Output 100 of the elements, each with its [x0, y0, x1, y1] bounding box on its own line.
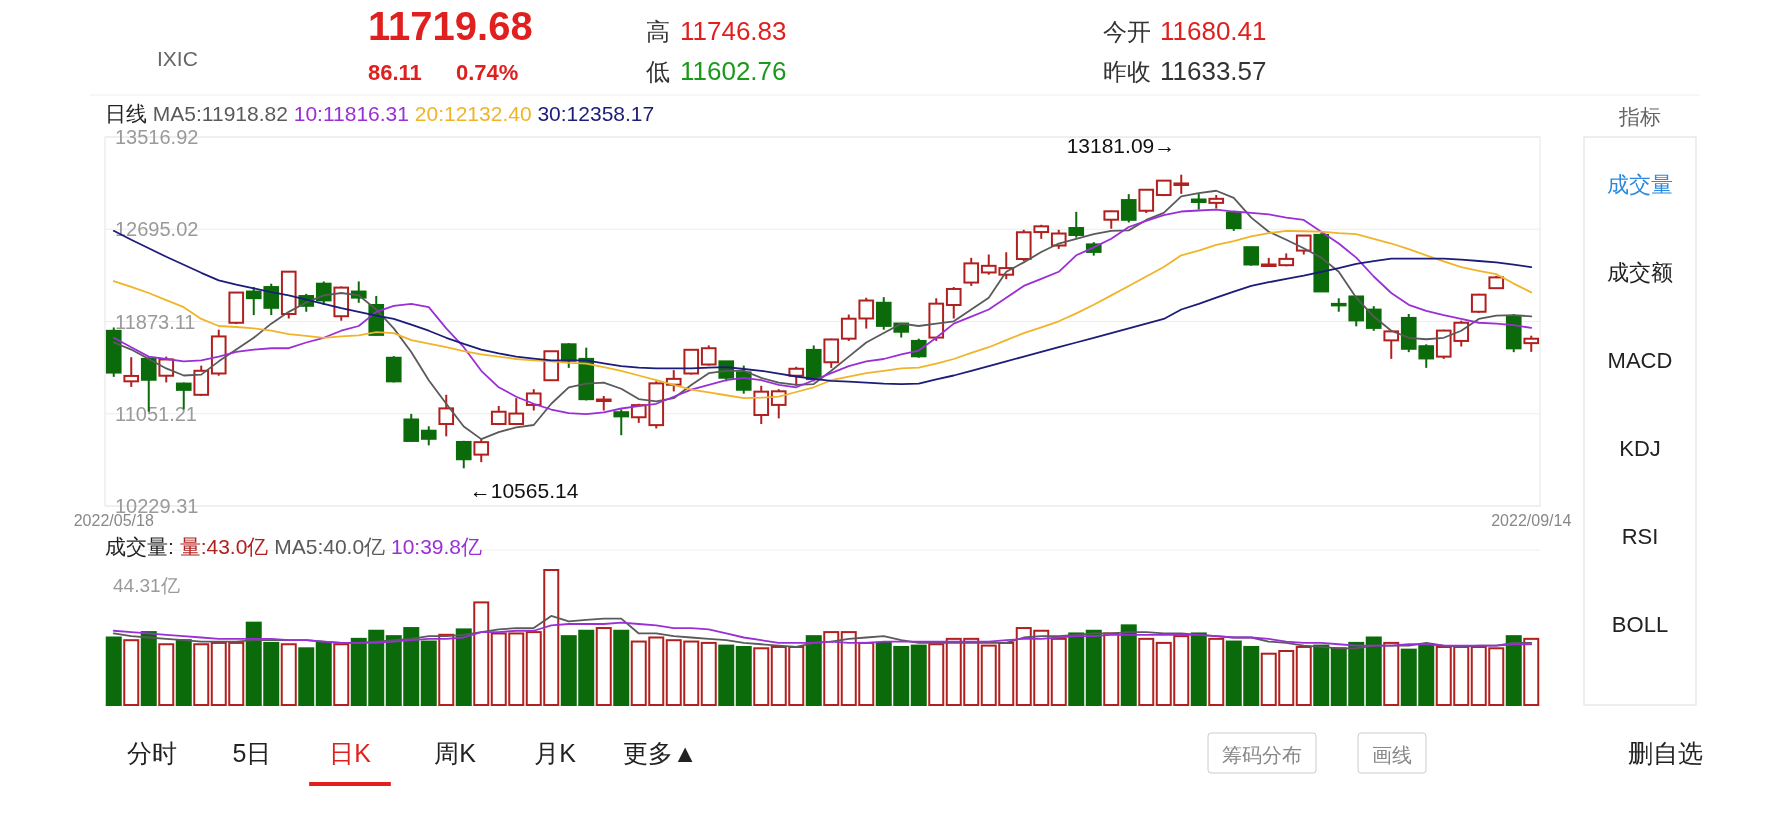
text: 11746.83 — [680, 16, 787, 46]
bar — [595, 627, 612, 706]
candlestick — [123, 356, 140, 388]
candlestick — [788, 365, 805, 387]
annotation: ←10565.14 — [469, 479, 579, 503]
text: 成交额 — [1607, 260, 1673, 285]
bar — [420, 640, 437, 706]
bar — [1383, 641, 1400, 706]
y-tick-label: 11873.11 — [115, 310, 196, 333]
candlestick — [823, 337, 840, 369]
bar — [1050, 637, 1067, 706]
text: 11680.41 — [1160, 16, 1267, 46]
candlestick — [700, 344, 717, 367]
candlestick — [420, 425, 437, 447]
bar — [1365, 636, 1382, 706]
candlestick — [945, 286, 962, 320]
text: 分时 — [127, 739, 177, 767]
bar — [298, 647, 315, 706]
bar — [805, 635, 822, 706]
bar — [333, 643, 350, 706]
candlestick — [473, 437, 490, 464]
candlestick — [683, 348, 700, 376]
bar — [455, 628, 472, 706]
text: 月K — [534, 739, 577, 767]
text: KDJ — [1619, 436, 1661, 461]
text: 10:39.8亿 — [390, 535, 483, 558]
text: IXIC — [157, 47, 198, 70]
candlestick — [525, 388, 542, 412]
candlestick — [403, 412, 420, 443]
bar — [438, 633, 455, 706]
bar — [1505, 635, 1522, 706]
bar — [823, 631, 840, 706]
bar — [700, 641, 717, 706]
bar — [158, 643, 175, 706]
legend-title: 成交量: — [105, 535, 180, 558]
x-tick-label: 2022/05/18 — [73, 512, 154, 529]
bar — [105, 636, 122, 706]
text: 指标 — [1618, 105, 1661, 128]
text: 成交量 — [1607, 172, 1673, 197]
candlestick — [385, 355, 402, 384]
text: 5日 — [232, 739, 272, 767]
bar — [1208, 637, 1225, 706]
candlestick — [753, 384, 770, 425]
candlestick — [1295, 234, 1312, 256]
text: 10:11816.31 — [293, 102, 415, 125]
candlestick — [1243, 245, 1260, 267]
bar — [280, 643, 297, 706]
y-tick-label: 12695.02 — [115, 218, 199, 241]
y-tick-label: 11051.21 — [115, 402, 197, 425]
bar — [175, 639, 192, 706]
legend-title: 日线 — [105, 102, 153, 125]
bar — [1523, 637, 1540, 706]
bar — [613, 629, 630, 706]
text: 高 — [646, 18, 670, 45]
text: 日K — [329, 739, 372, 767]
text: 11602.76 — [680, 56, 787, 86]
bar — [193, 643, 210, 706]
text: 11719.68 — [368, 4, 533, 48]
candlestick — [613, 408, 630, 437]
bar — [928, 643, 945, 706]
bar — [140, 631, 157, 706]
bar — [718, 644, 735, 706]
candlestick — [1120, 193, 1137, 224]
text: 今开 — [1103, 18, 1151, 45]
bar — [735, 645, 752, 706]
bar — [1313, 644, 1330, 706]
bar — [473, 601, 490, 706]
text: 30:12358.17 — [537, 102, 655, 125]
bar — [753, 647, 770, 706]
text: 画线 — [1372, 744, 1412, 766]
text: 筹码分布 — [1222, 744, 1302, 766]
bar — [1120, 624, 1137, 706]
candlestick — [963, 256, 980, 287]
text: 更多▲ — [622, 739, 698, 767]
text: 20:12132.40 — [414, 102, 538, 125]
bar — [1085, 629, 1102, 706]
text: 昨收 — [1103, 58, 1151, 85]
candlestick — [1138, 188, 1155, 214]
bar — [315, 641, 332, 706]
text: MACD — [1607, 348, 1673, 373]
text: 周K — [434, 739, 477, 767]
candlestick — [438, 393, 455, 438]
bar — [1190, 632, 1207, 706]
y-tick-label: 13516.92 — [115, 126, 199, 148]
text: MA5:11918.82 — [152, 102, 294, 125]
bar — [123, 639, 140, 706]
text: 86.11 — [368, 60, 422, 85]
bar — [1103, 632, 1120, 706]
text: 0.74% — [456, 60, 519, 85]
bar — [1138, 637, 1155, 706]
text: 11633.57 — [1160, 56, 1267, 86]
candlestick — [1068, 210, 1085, 239]
text: MA5:40.0亿 — [274, 535, 391, 558]
candlestick — [455, 439, 472, 470]
bar — [1068, 632, 1085, 706]
annotation: 13181.09→ — [1066, 133, 1176, 157]
text: 删自选 — [1627, 739, 1703, 767]
bar — [910, 644, 927, 706]
text: 量:43.0亿 — [179, 535, 275, 558]
text: RSI — [1621, 524, 1659, 549]
